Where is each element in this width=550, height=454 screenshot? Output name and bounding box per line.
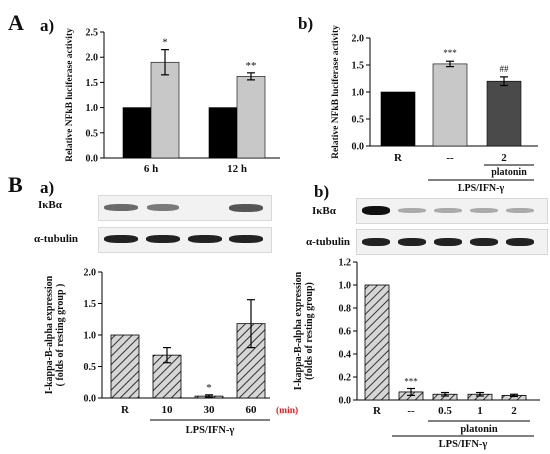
blot-band: [506, 238, 534, 246]
y-tick-label: 0.0: [352, 142, 365, 153]
blot-band: [470, 238, 498, 246]
blot-band: [104, 235, 138, 243]
y-tick-label: 0.4: [339, 350, 352, 361]
panel-label-B: B: [8, 172, 23, 197]
x-tick-label: 10: [162, 404, 174, 416]
bar: [150, 61, 180, 159]
x-tick-label: R: [373, 405, 382, 417]
significance-marker: *: [206, 382, 212, 394]
group-label-treatment: LPS/IFN-γ: [186, 425, 235, 436]
y-tick-label: 2.0: [352, 34, 365, 45]
panel-label-A: A: [8, 10, 24, 35]
y-tick-label: 0.0: [84, 394, 97, 405]
y-axis-label-sub: (folds of resting group): [304, 282, 315, 380]
x-tick-label: 6 h: [144, 163, 158, 175]
y-tick-label: 0.5: [352, 115, 365, 126]
x-tick-label: --: [407, 405, 415, 417]
y-tick-label: 2.0: [86, 53, 99, 64]
x-tick-label: 30: [204, 404, 216, 416]
bar: [208, 107, 238, 159]
blot-band: [146, 235, 180, 243]
group-label-treatment: LPS/IFN-γ: [458, 183, 505, 194]
significance-marker: ***: [443, 48, 457, 58]
x-tick-label: R: [394, 152, 403, 164]
y-tick-label: 1.5: [86, 78, 99, 89]
group-label-platonin: platonin: [460, 424, 498, 435]
blot-band: [506, 208, 534, 213]
panel-label-Ba: a): [40, 178, 55, 197]
bar: [380, 91, 416, 147]
y-tick-label: 0.0: [86, 154, 99, 165]
bar: [110, 334, 140, 399]
bar: [236, 76, 266, 159]
y-tick-label: 1.0: [84, 331, 97, 342]
blot-band: [470, 208, 498, 213]
y-axis-label: Relative NFkB luciferase activity: [65, 28, 75, 162]
y-tick-label: 0.5: [84, 362, 97, 373]
x-tick-label: 60: [246, 404, 258, 416]
significance-marker: *: [162, 37, 168, 49]
x-tick-label: 12 h: [227, 163, 247, 175]
x-tick-label: 1: [477, 405, 483, 417]
blot-band: [362, 238, 390, 246]
significance-marker: **: [246, 60, 257, 72]
y-tick-label: 1.0: [352, 88, 365, 99]
y-tick-label: 0.2: [339, 373, 352, 384]
blot-band: [434, 208, 462, 213]
x-tick-label: --: [446, 152, 454, 164]
y-tick-label: 1.5: [84, 299, 97, 310]
significance-marker: ##: [500, 64, 510, 74]
blot-band: [362, 206, 390, 215]
unit-label: (min): [276, 405, 298, 416]
y-tick-label: 1.5: [352, 61, 365, 72]
blot-band: [104, 204, 138, 211]
y-tick-label: 0.8: [339, 304, 352, 315]
y-axis-label: I-kappa-B-alpha expression: [44, 275, 55, 394]
blot-label-tubulin-b: α-tubulin: [306, 236, 351, 248]
y-tick-label: 2.0: [84, 268, 97, 279]
y-axis-label: Relative NFkB luciferase activity: [331, 25, 341, 159]
y-tick-label: 0.5: [86, 128, 99, 139]
blot-label-tubulin-a: α-tubulin: [34, 233, 79, 245]
blot-band: [398, 238, 426, 246]
group-label-platonin: platonin: [491, 167, 527, 178]
bar: [364, 284, 390, 401]
y-tick-label: 1.0: [86, 103, 99, 114]
y-tick-label: 0.6: [339, 327, 352, 338]
x-tick-label: 2: [511, 405, 517, 417]
y-axis-label-sub: ( folds of resting group ): [55, 284, 66, 387]
x-tick-label: R: [121, 404, 130, 416]
panel-label-Bb: b): [314, 182, 330, 201]
x-tick-label: 2: [501, 152, 507, 164]
y-axis-label: I-kappa-B-alpha expression: [293, 271, 304, 390]
blot-band: [434, 238, 462, 246]
blot-band: [229, 235, 263, 243]
significance-marker: ***: [404, 377, 418, 387]
y-tick-label: 1.0: [339, 281, 352, 292]
panel-label-Ab: b): [298, 14, 314, 33]
y-tick-label: 2.5: [86, 28, 99, 39]
bar: [122, 107, 152, 159]
group-label-treatment: LPS/IFN-γ: [439, 439, 488, 450]
bar: [486, 80, 522, 147]
x-tick-label: 0.5: [438, 405, 452, 417]
blot-band: [188, 235, 222, 243]
blot-band: [229, 204, 263, 212]
blot-band: [147, 204, 179, 211]
panel-label-Aa: a): [40, 16, 55, 35]
y-tick-label: 0.0: [339, 396, 352, 407]
blot-band: [398, 208, 426, 213]
blot-label-ikba-b: IκBα: [312, 205, 336, 217]
blot-label-ikba-a: IκBα: [38, 199, 62, 211]
y-tick-label: 1.2: [339, 258, 352, 269]
